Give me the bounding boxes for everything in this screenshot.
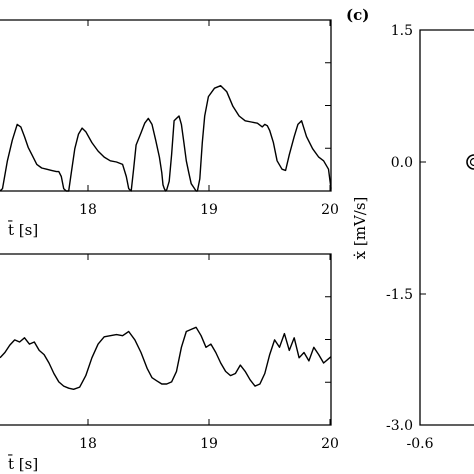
x-axis-label-bottom: t̄ [s] — [8, 455, 38, 473]
x-tick-label-bottom-2: 20 — [321, 436, 339, 452]
y-tick-label-c-1: 0.0 — [391, 155, 413, 171]
plot-frame-c — [419, 29, 474, 426]
x-tick-label-top-2: 20 — [321, 202, 339, 218]
chart-bottom-left: 18 19 20 t̄ [s] — [0, 253, 339, 473]
chart-panel-c: (c) 1.5 0.0 -1.5 -3.0 -0.6 ẋ [mV/s] — [346, 6, 474, 452]
chart-top-left: 18 19 20 t̄ [s] — [0, 19, 339, 239]
phase-marker — [466, 154, 474, 170]
plot-frame-top — [0, 19, 332, 192]
y-tick-label-c-0: 1.5 — [391, 23, 413, 39]
x-tick-label-bottom-1: 19 — [200, 436, 218, 452]
x-tick-label-top-1: 19 — [200, 202, 218, 218]
tick-marks-top — [87, 20, 331, 191]
x-axis-label-top: t̄ [s] — [8, 221, 38, 239]
x-tick-label-top-0: 18 — [79, 202, 97, 218]
y-axis-label-c: ẋ [mV/s] — [351, 197, 369, 260]
plot-frame-bottom — [0, 253, 332, 426]
y-tick-label-c-2: -1.5 — [386, 287, 413, 303]
y-tick-label-c-3: -3.0 — [386, 418, 413, 434]
x-tick-label-c-0: -0.6 — [407, 436, 434, 452]
series-line-bottom — [0, 326, 332, 390]
tick-marks-bottom — [87, 254, 331, 425]
series-line-top — [0, 85, 332, 192]
panel-label-c: (c) — [346, 6, 369, 24]
x-tick-label-bottom-0: 18 — [79, 436, 97, 452]
